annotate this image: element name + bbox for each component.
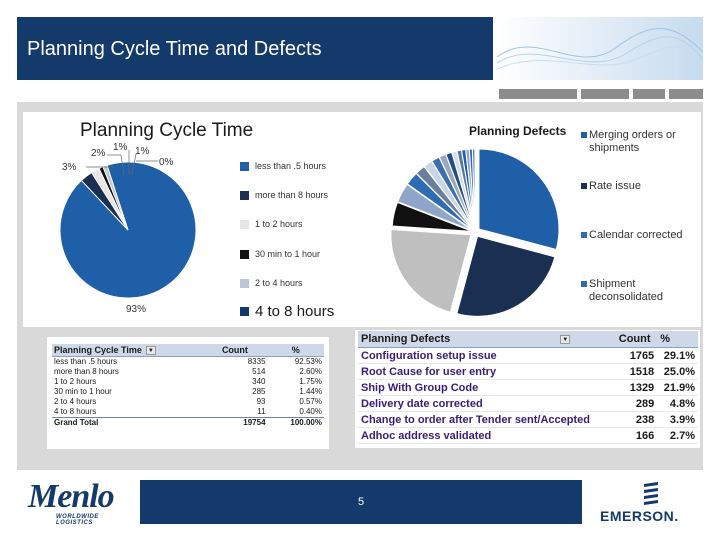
menlo-logo-wordmark: Menlo	[28, 478, 115, 515]
cycle-label-2pct: 2%	[91, 148, 106, 159]
defects-legend-item: Merging orders or shipments	[581, 129, 699, 155]
defects-legend-item: Shipment deconsolidated	[581, 278, 699, 304]
table-row: Delivery date corrected 289 4.8%	[358, 395, 698, 412]
emerson-wordmark: EMERSON.	[600, 508, 679, 524]
table-row: Adhoc address validated 166 2.7%	[358, 427, 698, 444]
filter-dropdown-icon[interactable]: ▼	[145, 346, 156, 356]
column-header: Count	[219, 344, 268, 358]
defects-pie-slice-16	[471, 148, 476, 230]
header-strip-4	[669, 89, 703, 99]
table-row: 30 min to 1 hour 285 1.44%	[54, 387, 322, 397]
table-row: Root Cause for user entry 1518 25.0%	[358, 363, 698, 380]
menlo-logo: Menlo WORLDWIDE LOGISTICS	[20, 478, 135, 526]
title-banner: Planning Cycle Time and Defects	[17, 17, 493, 80]
column-header[interactable]: Planning Defects ▼	[358, 331, 616, 348]
defects-chart-title: Planning Defects	[469, 124, 567, 138]
emerson-mark-icon	[644, 482, 658, 505]
slide-title: Planning Cycle Time and Defects	[27, 38, 322, 60]
cycle-pie	[60, 161, 197, 299]
cycle-label-0pct: 0%	[159, 157, 174, 168]
cycle-leader-lines	[86, 150, 158, 175]
table-row: Ship With Group Code 1329 21.9%	[358, 379, 698, 396]
defects-legend-item: Calendar corrected	[581, 229, 699, 242]
column-header: %	[657, 331, 698, 348]
table-row: Configuration setup issue 1765 29.1%	[358, 347, 698, 364]
cycle-label-1pct-a: 1%	[113, 142, 128, 153]
defects-pie-slice-2	[390, 228, 472, 313]
defects-legend-item: Rate issue	[581, 180, 699, 193]
emerson-logo: EMERSON.	[596, 480, 706, 526]
table-row: more than 8 hours 514 2.60%	[54, 367, 322, 377]
page-number: 5	[357, 496, 365, 508]
cycle-label-1pct-b: 1%	[135, 146, 150, 157]
cycle-label-3pct: 3%	[62, 162, 77, 173]
table-row: Change to order after Tender sent/Accept…	[358, 411, 698, 428]
grand-total-row: Grand Total 19754 100.00%	[52, 417, 324, 429]
cycle-legend-item: 1 to 2 hours	[240, 219, 303, 229]
defects-pie-slice-3	[391, 201, 473, 232]
column-header: %	[267, 344, 324, 358]
table-row: less than .5 hours 8335 92.53%	[54, 357, 322, 367]
table-row: 4 to 8 hours 11 0.40%	[54, 407, 322, 417]
header-strip-3	[633, 89, 665, 99]
cycle-legend-item: more than 8 hours	[240, 190, 328, 200]
table-header-row: Planning Defects ▼ Count %	[358, 331, 698, 348]
defects-pie	[390, 148, 560, 317]
cycle-legend-item: 2 to 4 hours	[240, 278, 303, 288]
footer-bar: 5	[140, 480, 582, 524]
cycle-legend-item: 4 to 8 hours	[240, 303, 334, 320]
column-header[interactable]: Planning Cycle Time ▼	[52, 344, 220, 358]
cycle-legend-item: 30 min to 1 hour	[240, 249, 320, 259]
table-header-row: Planning Cycle Time ▼ Count %	[52, 344, 324, 358]
defects-pie-slice-0	[478, 148, 560, 251]
defects-pie-slice-4	[397, 183, 473, 232]
filter-dropdown-icon[interactable]: ▼	[560, 334, 571, 344]
header-decorative-art	[497, 17, 703, 80]
menlo-logo-tagline: WORLDWIDE LOGISTICS	[56, 514, 99, 526]
cycle-label-93pct: 93%	[126, 304, 147, 315]
table-row: 1 to 2 hours 340 1.75%	[54, 377, 322, 387]
cycle-chart-title: Planning Cycle Time	[80, 120, 254, 141]
header-strip-2	[581, 89, 629, 99]
cycle-time-table: Planning Cycle Time ▼ Count % less than .…	[52, 344, 324, 429]
defects-table: Planning Defects ▼ Count % Configuration …	[358, 331, 698, 444]
table-row: 2 to 4 hours 93 0.57%	[54, 397, 322, 407]
cycle-legend-item: less than .5 hours	[240, 161, 326, 171]
defects-pie-slice-1	[456, 235, 556, 317]
header-strip-1	[499, 89, 577, 99]
column-header: Count	[615, 331, 658, 348]
